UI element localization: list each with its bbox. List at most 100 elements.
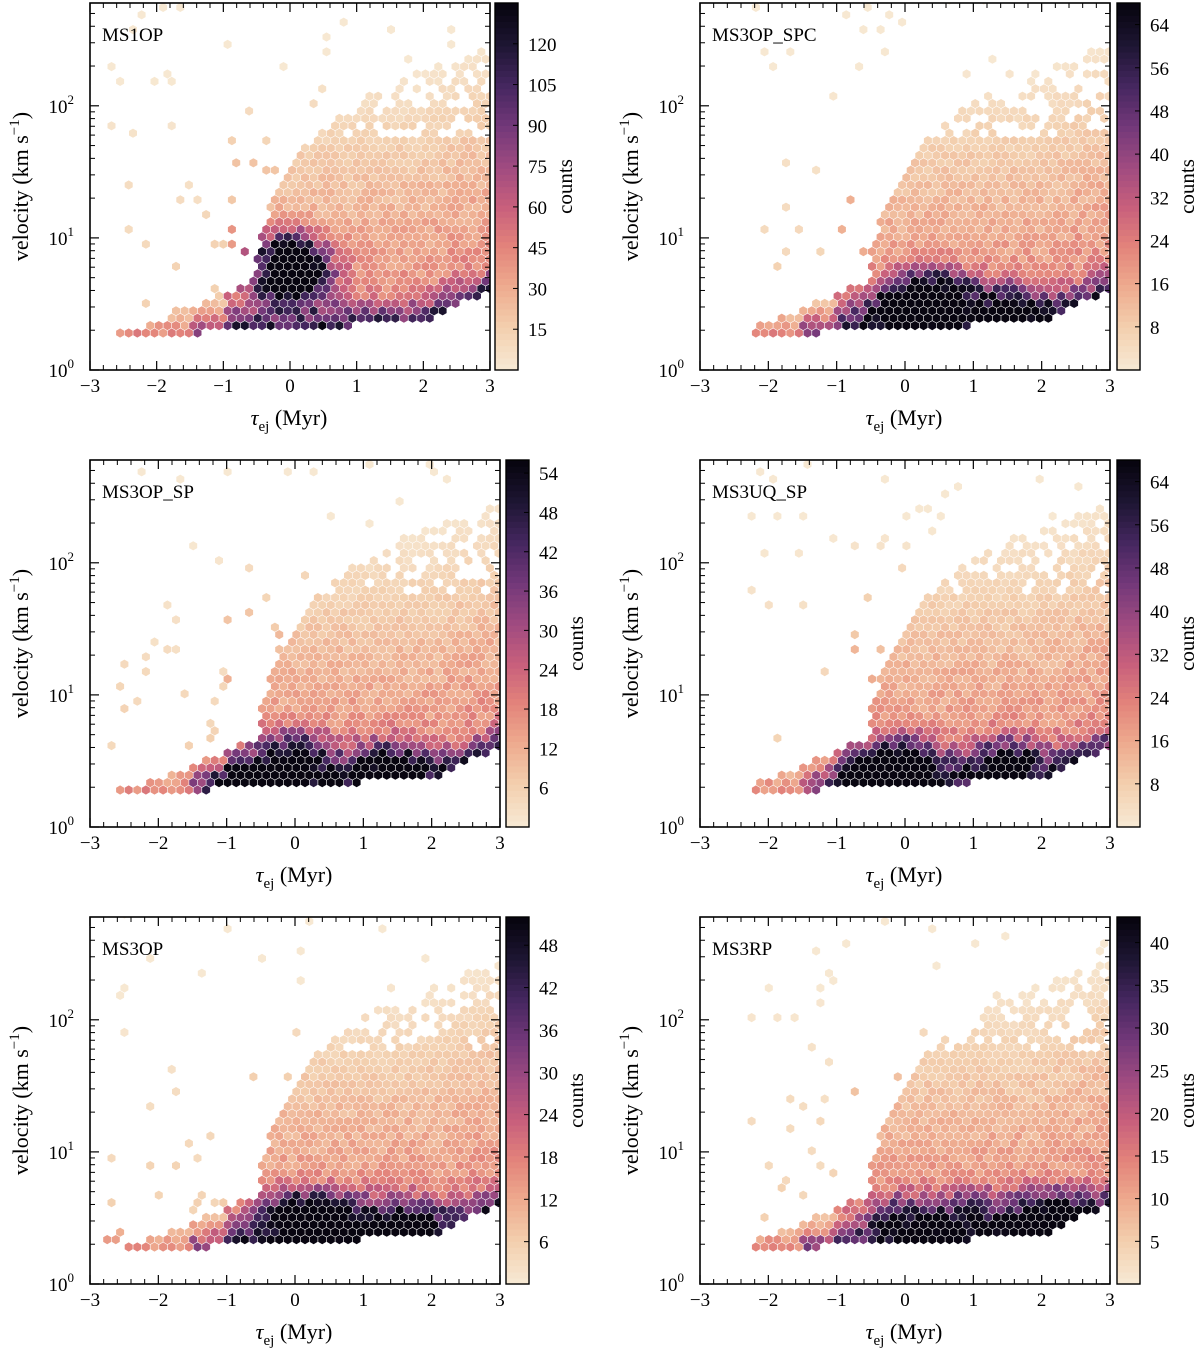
hexbin [1048, 306, 1057, 316]
hexbin [318, 659, 327, 669]
hexbin [1061, 121, 1070, 131]
hexbin [412, 113, 421, 123]
hexbin [1001, 269, 1010, 279]
colorbar-tick-label: 45 [528, 239, 547, 260]
hexbin [915, 210, 924, 220]
colorbar-segment [1117, 321, 1140, 328]
x-tick-label: −2 [147, 376, 167, 397]
hexbin [262, 726, 271, 736]
hexbin [1061, 519, 1070, 529]
hexbin [872, 269, 881, 279]
hexbin [361, 1087, 370, 1097]
hexbin [442, 1094, 451, 1104]
hexbin [1018, 667, 1027, 677]
hexbin [1052, 652, 1061, 662]
hexbin [232, 1235, 241, 1245]
hexbin [464, 232, 473, 242]
colorbar-label: counts [553, 159, 577, 214]
hexbin [223, 467, 232, 477]
hexbin [468, 1153, 477, 1163]
hexbin [1070, 711, 1079, 721]
hexbin [1022, 291, 1031, 301]
colorbar-segment [1117, 162, 1140, 169]
hexbin [460, 1124, 469, 1134]
hexbin [391, 578, 400, 588]
hexbin [283, 232, 292, 242]
hexbin [1044, 667, 1053, 677]
hexbin [270, 711, 279, 721]
hexbin [464, 1161, 473, 1171]
hexbin [270, 1153, 279, 1163]
hexbin [790, 778, 799, 788]
hexbin [395, 1116, 404, 1126]
hexbin [318, 128, 327, 138]
hexbin [344, 718, 352, 728]
hexbin [893, 718, 902, 728]
hexbin [344, 321, 352, 331]
hexbin [296, 1109, 305, 1119]
hexbin [473, 1175, 481, 1185]
colorbar-segment [1117, 765, 1140, 773]
hexbin [1100, 217, 1109, 227]
hexbin [859, 778, 868, 788]
colorbar-segment [495, 333, 518, 341]
hexbin [1087, 548, 1096, 558]
colorbar-segment [1117, 125, 1140, 133]
hexbin [331, 1168, 340, 1178]
hexbin [1057, 113, 1066, 123]
hexbin [421, 674, 430, 684]
hexbin [1018, 770, 1027, 780]
hexbin [111, 1235, 120, 1245]
hexbin [820, 755, 829, 765]
hexbin [404, 261, 413, 271]
hexbin [391, 1124, 400, 1134]
hexbin [361, 718, 370, 728]
hexbin [941, 210, 950, 220]
hexbin [344, 570, 352, 580]
hexbin [447, 615, 456, 625]
hexbin [425, 1168, 434, 1178]
hexbin [494, 652, 500, 662]
hexbin [275, 644, 284, 654]
hexbin [253, 741, 262, 751]
hexbin [305, 210, 314, 220]
hexbin [850, 778, 859, 788]
hexbin [919, 600, 928, 610]
hexbin [339, 239, 348, 249]
hexbin [253, 770, 262, 780]
hexbin [292, 630, 301, 640]
hexbin [309, 615, 318, 625]
hexbin [923, 607, 932, 617]
hexbin [984, 298, 993, 308]
hexbin [399, 239, 408, 249]
hexbin [1087, 741, 1096, 751]
hexbin [322, 607, 331, 617]
hexbin [249, 1235, 258, 1245]
hexbin [391, 269, 400, 279]
hexbin [404, 763, 413, 773]
hexbin [1083, 128, 1091, 138]
hexbin [395, 261, 404, 271]
colorbar-tick-label: 30 [528, 279, 547, 300]
hexbin [331, 711, 340, 721]
hexbin [301, 187, 309, 197]
hexbin [932, 681, 941, 691]
hexbin [361, 1072, 370, 1082]
hexbin [425, 210, 434, 220]
hexbin [249, 763, 258, 773]
hexbin [283, 187, 292, 197]
hexbin [412, 276, 421, 286]
hexbin [335, 1190, 344, 1200]
hexbin [309, 1116, 318, 1126]
hexbin [382, 195, 391, 205]
hexbin [451, 548, 460, 558]
hexbin [275, 1161, 284, 1171]
hexbin [876, 763, 885, 773]
hexbin [442, 91, 451, 101]
hexbin [387, 143, 395, 153]
hexbin [936, 511, 945, 521]
hexbin [438, 1220, 447, 1230]
hexbin [915, 637, 924, 647]
hexbin [997, 173, 1005, 183]
hexbin [322, 1198, 331, 1208]
